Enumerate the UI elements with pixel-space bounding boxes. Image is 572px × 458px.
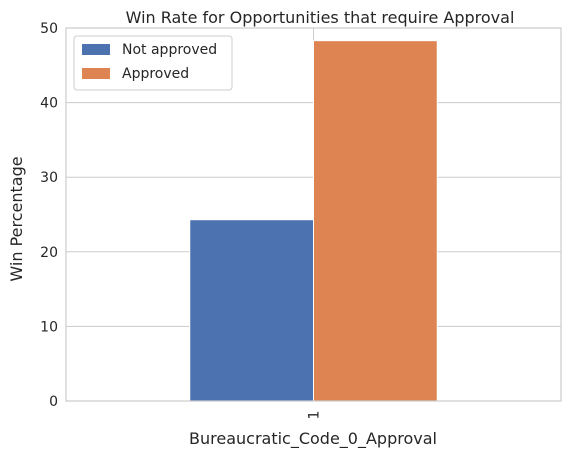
legend-swatch <box>82 68 110 79</box>
legend: Not approved Approved <box>73 35 233 91</box>
y-tick-label: 30 <box>40 170 58 186</box>
y-tick-label: 20 <box>40 245 58 261</box>
y-tick-label: 10 <box>40 319 58 335</box>
x-axis-label: Bureaucratic_Code_0_Approval <box>189 429 437 449</box>
chart-title: Win Rate for Opportunities that require … <box>126 8 515 27</box>
bar-layer <box>189 40 438 402</box>
legend-label: Not approved <box>122 42 217 58</box>
bar-approved <box>313 40 438 402</box>
y-tick-label: 0 <box>49 394 58 410</box>
legend-swatch <box>82 44 110 55</box>
y-axis-label: Win Percentage <box>7 156 26 281</box>
y-tick-label: 40 <box>40 96 58 112</box>
x-tick-label: 1 <box>307 411 323 420</box>
legend-label: Approved <box>122 66 189 82</box>
plot-frame <box>65 27 562 402</box>
bar-not-approved <box>189 219 314 402</box>
legend-box <box>73 35 233 91</box>
tick-layer: 0 10 20 30 40 50 1 <box>40 21 322 419</box>
y-tick-label: 50 <box>40 21 58 37</box>
